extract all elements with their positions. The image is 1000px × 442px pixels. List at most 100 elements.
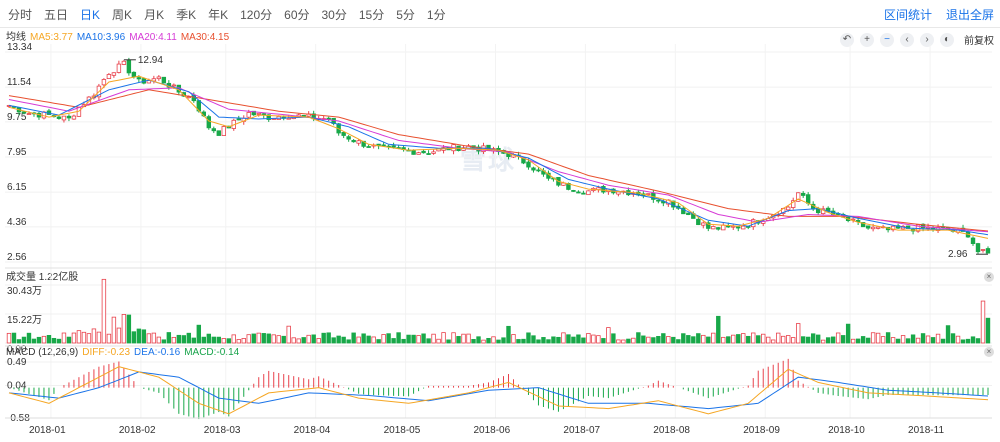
ma-legend-item: MA10:3.96	[76, 32, 126, 43]
volume-bar	[161, 339, 167, 344]
tab-9[interactable]: 30分	[321, 8, 347, 22]
candle-body	[865, 225, 871, 229]
candle-body	[726, 225, 731, 228]
candle-body	[66, 115, 72, 119]
candle-body	[586, 190, 591, 196]
x-tick: 2018-10	[828, 425, 865, 436]
volume-bar	[825, 337, 831, 344]
candle-body	[716, 227, 721, 230]
tab-12[interactable]: 1分	[426, 8, 446, 22]
tab-8[interactable]: 60分	[284, 8, 310, 22]
x-tick: 2018-11	[908, 425, 944, 436]
volume-bar	[746, 335, 751, 344]
candle-body	[696, 218, 701, 226]
volume-bar	[331, 337, 336, 344]
x-tick: 2018-03	[204, 425, 241, 436]
volume-bar	[226, 338, 231, 344]
next-icon[interactable]: ›	[920, 32, 934, 47]
volume-bar	[6, 332, 12, 344]
volume-bar	[476, 336, 481, 344]
undo-icon[interactable]: ↶	[840, 32, 854, 47]
candle-body	[26, 113, 32, 115]
volume-bar	[751, 332, 756, 344]
zoom-out-icon[interactable]: −	[880, 32, 894, 47]
x-tick: 2018-02	[119, 425, 156, 436]
period-tabs: 分时 五日 日K 周K 月K 季K 年K 120分 60分 30分 15分 5分 1分	[8, 8, 458, 22]
tab-7[interactable]: 120分	[240, 8, 273, 22]
range-stats-link[interactable]: 区间统计	[883, 8, 932, 22]
period-toolbar: 分时 五日 日K 周K 月K 季K 年K 120分 60分 30分 15分 5分 1分 区间统计 退出全…	[0, 0, 1000, 28]
exit-fullscreen-link[interactable]: 退出全屏	[945, 8, 994, 22]
tab-4[interactable]: 月K	[144, 8, 165, 22]
volume-bar	[321, 332, 326, 344]
volume-bar	[141, 329, 147, 344]
volume-bar	[706, 336, 711, 344]
low-annotation: 2.96	[948, 249, 968, 260]
volume-bar	[201, 336, 207, 344]
candle-body	[21, 111, 27, 114]
volume-bar	[96, 331, 102, 344]
tab-2[interactable]: 日K	[80, 8, 101, 22]
x-tick: 2018-09	[743, 425, 780, 436]
volume-bar	[980, 300, 986, 344]
volume-bar	[676, 339, 681, 344]
volume-bar	[76, 330, 82, 344]
volume-bar	[611, 333, 616, 344]
volume-bar	[586, 333, 591, 344]
zoom-in-icon[interactable]: +	[860, 32, 874, 47]
volume-bar	[421, 333, 426, 344]
macd-y-tick: 0.04	[7, 381, 27, 392]
candle-body	[786, 206, 791, 211]
volume-bar	[131, 331, 137, 344]
close-volume-icon[interactable]: ×	[984, 272, 994, 282]
macd-legend-title: MACD (12,26,9)	[6, 347, 79, 358]
adjust-toggle[interactable]: 前复权	[964, 36, 994, 47]
volume-bar	[151, 332, 157, 344]
volume-bar	[41, 335, 47, 344]
volume-bar	[795, 323, 801, 344]
candle-body	[875, 226, 881, 229]
volume-bar	[176, 334, 182, 344]
candle-body	[351, 139, 356, 143]
volume-bar	[461, 333, 466, 344]
volume-bar	[731, 334, 736, 344]
volume-bar	[441, 332, 446, 344]
price-y-tick: 11.54	[7, 77, 32, 88]
ma30-line	[8, 89, 989, 232]
chart-controls: ↶ + − ‹ › ◐ 前复权	[840, 32, 994, 47]
volume-bar	[626, 338, 631, 344]
volume-bar	[955, 335, 961, 344]
tab-11[interactable]: 5分	[396, 8, 415, 22]
ma-legend-item: MA20:4.11	[129, 32, 177, 43]
volume-bar	[156, 336, 162, 344]
close-macd-icon[interactable]: ×	[984, 347, 994, 357]
volume-bar	[761, 333, 766, 344]
volume-bar	[855, 338, 861, 344]
volume-bar	[231, 334, 236, 344]
volume-y-tick: 0.00	[7, 344, 27, 355]
candle-body	[975, 243, 981, 253]
volume-bar	[845, 323, 851, 344]
prev-icon[interactable]: ‹	[900, 32, 914, 47]
tab-1[interactable]: 五日	[44, 8, 69, 22]
volume-bar	[716, 315, 721, 344]
volume-bar	[316, 338, 321, 344]
volume-bar	[126, 314, 132, 344]
tab-0[interactable]: 分时	[8, 8, 33, 22]
tab-10[interactable]: 15分	[358, 8, 385, 22]
volume-bar	[61, 332, 67, 344]
tab-6[interactable]: 年K	[208, 8, 229, 22]
volume-bar	[920, 333, 926, 344]
x-tick: 2018-01	[29, 425, 66, 436]
volume-bar	[756, 335, 761, 344]
tab-3[interactable]: 周K	[112, 8, 133, 22]
volume-bar	[216, 336, 221, 344]
tab-5[interactable]: 季K	[176, 8, 197, 22]
volume-bar	[696, 333, 701, 344]
candle-body	[71, 115, 77, 120]
volume-bar	[146, 333, 152, 344]
reset-icon[interactable]: ◐	[940, 32, 954, 47]
volume-bar	[496, 339, 501, 344]
macd-y-tick: 0.49	[7, 357, 27, 368]
